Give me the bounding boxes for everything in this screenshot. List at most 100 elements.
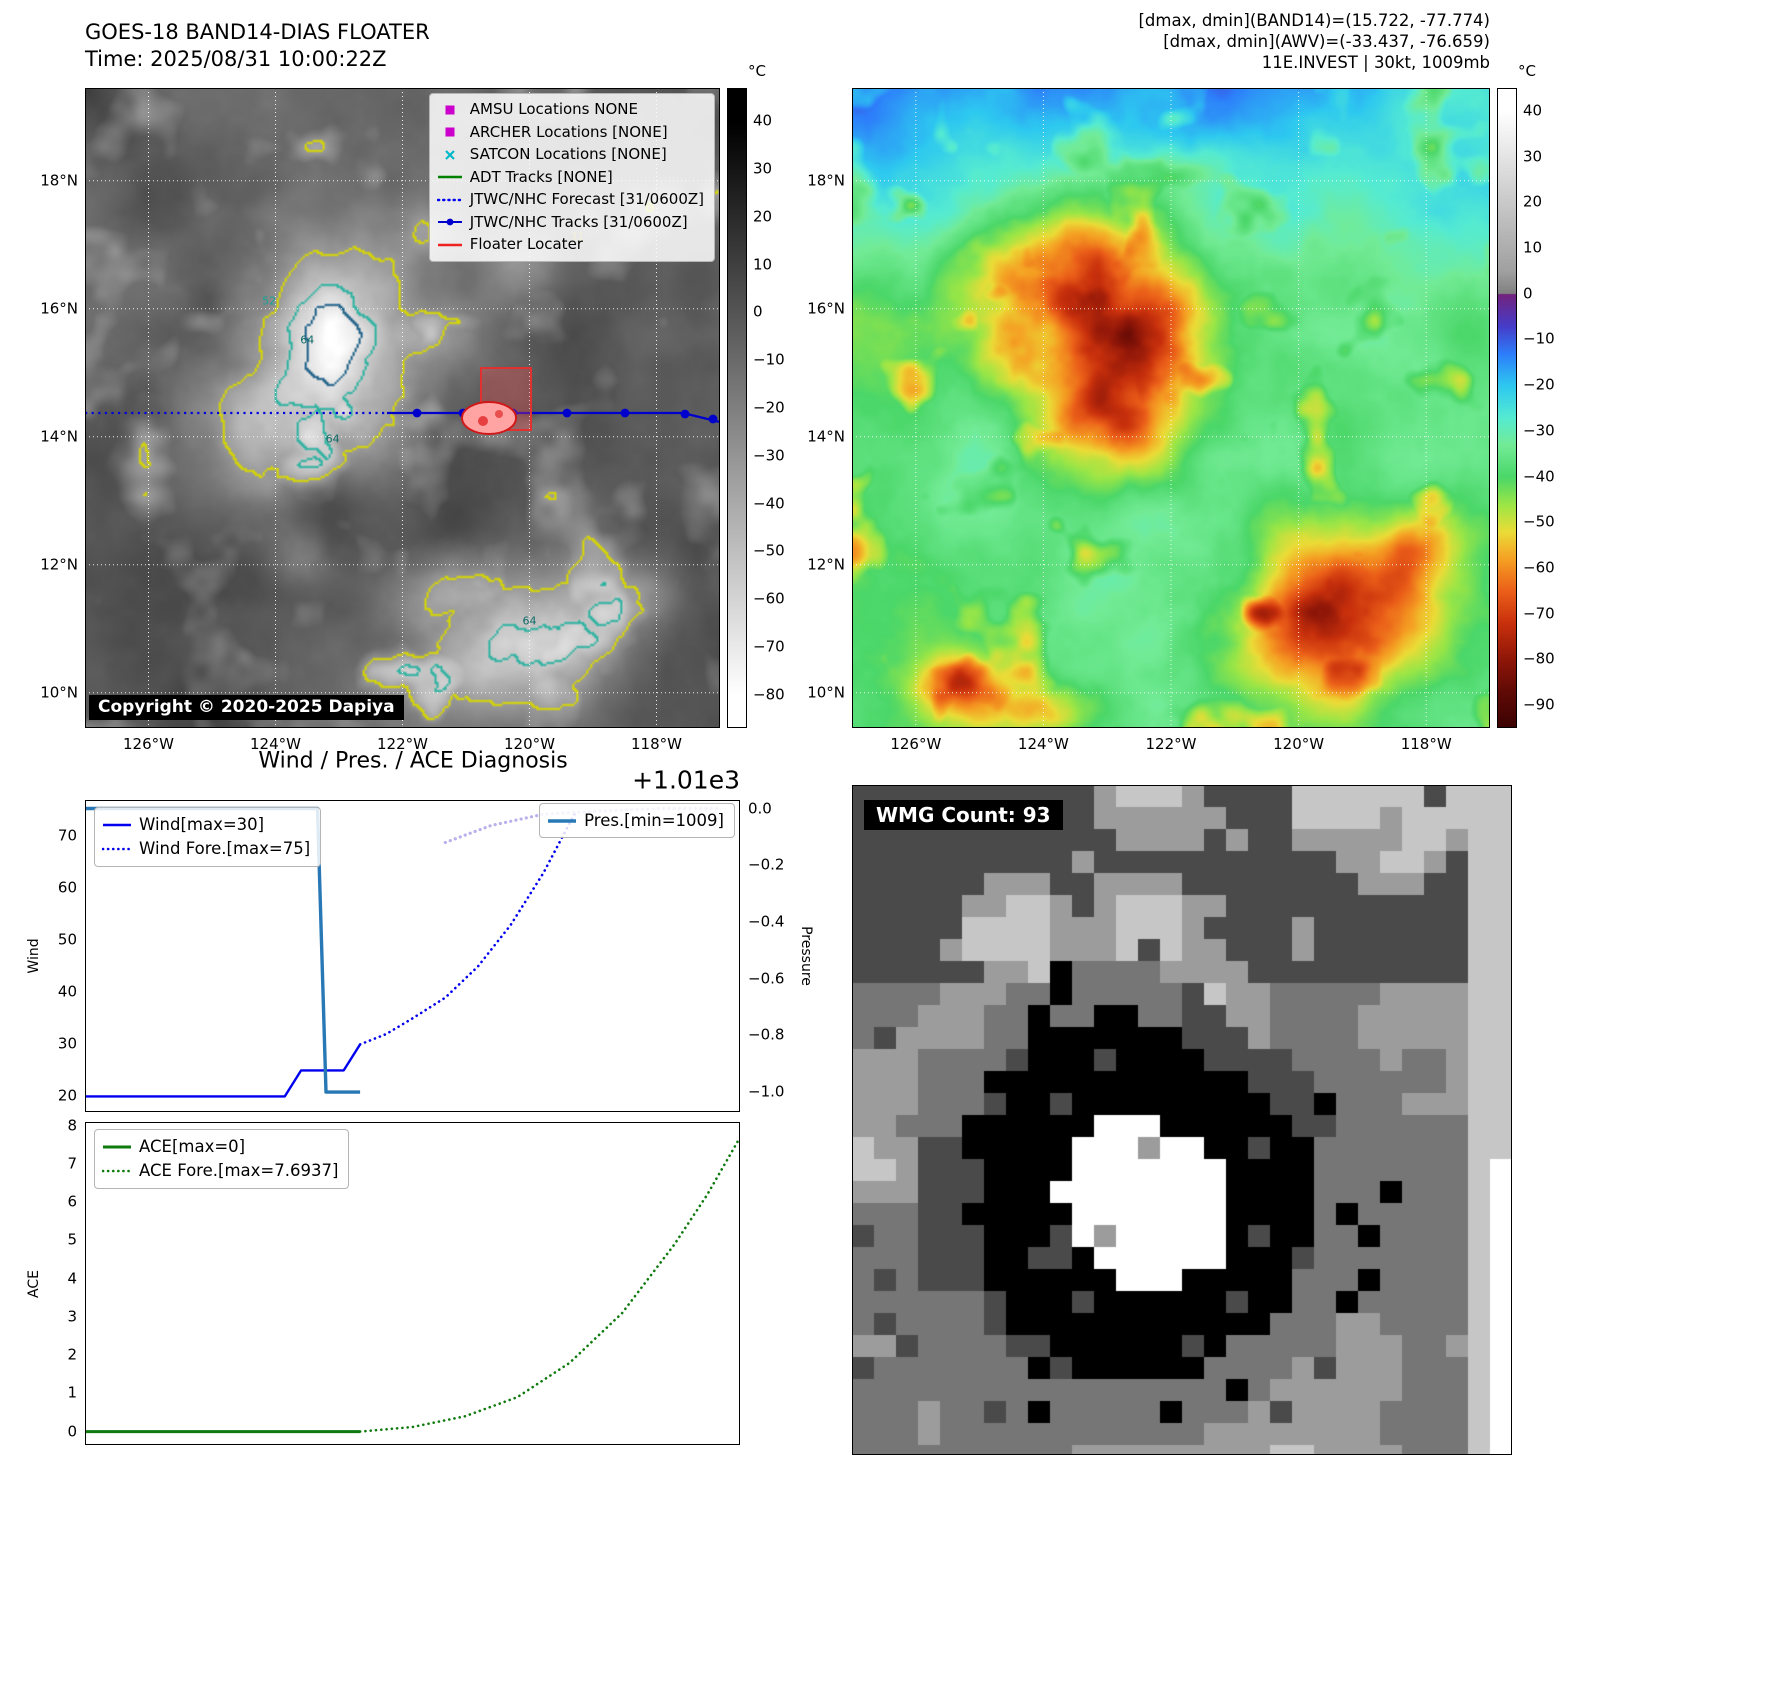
line-marker-icon: [437, 170, 463, 184]
awv-colorbar-tick-label: 40: [1523, 101, 1543, 120]
band14-legend: AMSU Locations NONE ARCHER Locations [NON…: [428, 93, 715, 262]
wind-legend-item: Wind[max=30]: [102, 814, 310, 835]
ace-ytick-label: 1: [67, 1383, 77, 1402]
awv-colorbar-tick-label: 20: [1523, 192, 1543, 211]
band14-colorbar-tick-label: −70: [753, 637, 785, 656]
wind-obs-line: [85, 1043, 362, 1098]
ace-ytick-label: 3: [67, 1307, 77, 1326]
band14-colorbar-tick-label: −40: [753, 493, 785, 512]
band14-colorbar-tick-label: −30: [753, 446, 785, 465]
awv-header-line3: 11E.INVEST | 30kt, 1009mb: [1261, 53, 1490, 72]
wind-legend: Wind[max=30] Wind Fore.[max=75]: [94, 807, 322, 867]
wind-legend-label: Wind Fore.[max=75]: [139, 839, 311, 859]
contour-label: 64: [325, 432, 340, 446]
awv-colorbar: [1497, 88, 1517, 728]
pressure-legend-item: Pres.[min=1009]: [547, 810, 724, 831]
awv-colorbar-tick-label: 0: [1523, 284, 1533, 303]
awv-colorbar-tick-label: −10: [1523, 329, 1555, 348]
band14-legend-label: Floater Locater: [469, 235, 583, 253]
x-marker-icon: [437, 148, 463, 162]
dotted-line-marker-icon: [102, 1164, 132, 1178]
copyright-badge: Copyright © 2020-2025 Dapiya: [89, 695, 404, 720]
wmg-count-label: WMG Count: 93: [864, 800, 1063, 830]
pressure-legend: Pres.[min=1009]: [539, 803, 735, 839]
awv-colorbar-tick-label: −60: [1523, 558, 1555, 577]
ace-forecast-line: [358, 1136, 742, 1433]
band14-lon-tick-label: 124°W: [250, 735, 301, 753]
ace-axis-label: ACE: [25, 1270, 42, 1298]
band14-colorbar-tick-label: 20: [753, 207, 773, 226]
linedot-marker-icon: [437, 215, 463, 229]
pressure-axis-label: Pressure: [798, 926, 815, 986]
contour-label: 64: [522, 615, 537, 629]
awv-colorbar-tick-label: −40: [1523, 466, 1555, 485]
awv-lon-tick-label: 126°W: [890, 735, 942, 753]
band14-lat-tick-label: 14°N: [40, 427, 78, 446]
band14-colorbar-tick-label: 10: [753, 255, 773, 274]
pressure-ytick-label: −1.0: [748, 1082, 785, 1101]
contour-label: 52: [262, 295, 277, 309]
band14-legend-label: ADT Tracks [NONE]: [469, 167, 613, 186]
band14-legend-label: JTWC/NHC Tracks [31/0600Z]: [469, 212, 688, 231]
pressure-ytick-label: −0.4: [748, 912, 785, 931]
wind-ytick-label: 40: [57, 982, 77, 1001]
contour-label: 64: [300, 333, 315, 347]
awv-colorbar-tick-label: 30: [1523, 146, 1543, 165]
band14-colorbar-tick-label: 30: [753, 159, 773, 178]
pressure-legend-label: Pres.[min=1009]: [584, 811, 724, 830]
band14-lat-tick-label: 12°N: [40, 555, 78, 574]
awv-lon-tick-label: 118°W: [1400, 735, 1452, 753]
band14-lon-tick-label: 126°W: [123, 735, 174, 753]
ace-legend-item: ACE Fore.[max=7.6937]: [102, 1160, 338, 1181]
ace-legend-label: ACE Fore.[max=7.6937]: [139, 1161, 339, 1181]
band14-legend-item: AMSU Locations NONE: [437, 100, 704, 120]
pressure-ytick-label: −0.2: [748, 855, 785, 874]
awv-colorbar-tick-label: −80: [1523, 649, 1555, 668]
wmg-image: [852, 785, 1512, 1455]
square-marker-icon: [437, 125, 463, 139]
pressure-offset-label: +1.01e3: [632, 765, 740, 795]
awv-lat-tick-label: 12°N: [807, 555, 845, 574]
awv-lat-tick-label: 16°N: [807, 299, 845, 318]
ace-ytick-label: 6: [67, 1192, 77, 1211]
wind-axis-label: Wind: [25, 938, 42, 974]
band14-lat-tick-label: 10°N: [40, 683, 78, 702]
band14-lon-tick-label: 120°W: [504, 735, 555, 753]
awv-satellite-image: [852, 88, 1490, 728]
ace-legend: ACE[max=0] ACE Fore.[max=7.6937]: [94, 1129, 350, 1189]
ace-ytick-label: 2: [67, 1345, 77, 1364]
band14-colorbar: [727, 88, 747, 728]
band14-colorbar-tick-label: 40: [753, 111, 773, 130]
awv-header-line1: [dmax, dmin](BAND14)=(15.722, -77.774): [1138, 11, 1490, 30]
line-marker-icon: [437, 238, 463, 252]
pressure-ytick-label: −0.8: [748, 1025, 785, 1044]
ace-ytick-label: 0: [67, 1421, 77, 1440]
wind-legend-item: Wind Fore.[max=75]: [102, 838, 310, 859]
band14-legend-item: JTWC/NHC Forecast [31/0600Z]: [436, 190, 704, 210]
band14-lon-tick-label: 118°W: [631, 735, 682, 753]
dotted-line-marker-icon: [102, 842, 132, 856]
band14-legend-label: ARCHER Locations [NONE]: [469, 122, 668, 141]
awv-lon-tick-label: 124°W: [1017, 735, 1069, 753]
solid-line-marker-icon: [547, 814, 577, 828]
awv-colorbar-tick-label: 10: [1523, 238, 1543, 257]
wind-ytick-label: 70: [57, 826, 77, 845]
band14-legend-label: JTWC/NHC Forecast [31/0600Z]: [469, 190, 704, 208]
solid-line-marker-icon: [102, 1140, 132, 1154]
band14-colorbar-tick-label: 0: [753, 302, 763, 321]
ace-ytick-label: 5: [67, 1230, 77, 1249]
wind-ytick-label: 20: [57, 1086, 77, 1105]
band14-legend-item: ARCHER Locations [NONE]: [437, 123, 704, 143]
square-marker-icon: [437, 103, 463, 117]
band14-colorbar-tick-label: −20: [753, 398, 785, 417]
band14-legend-label: SATCON Locations [NONE]: [469, 145, 667, 163]
wind-ytick-label: 50: [57, 930, 77, 949]
ace-ytick-label: 7: [67, 1154, 77, 1173]
band14-legend-item: ADT Tracks [NONE]: [437, 168, 704, 188]
awv-colorbar-tick-label: −30: [1523, 421, 1555, 440]
band14-colorbar-tick-label: −60: [753, 589, 785, 608]
band14-legend-item: JTWC/NHC Tracks [31/0600Z]: [437, 213, 704, 233]
wind-ytick-label: 60: [57, 878, 77, 897]
wind-ytick-label: 30: [57, 1034, 77, 1053]
awv-colorbar-tick-label: −20: [1523, 375, 1555, 394]
